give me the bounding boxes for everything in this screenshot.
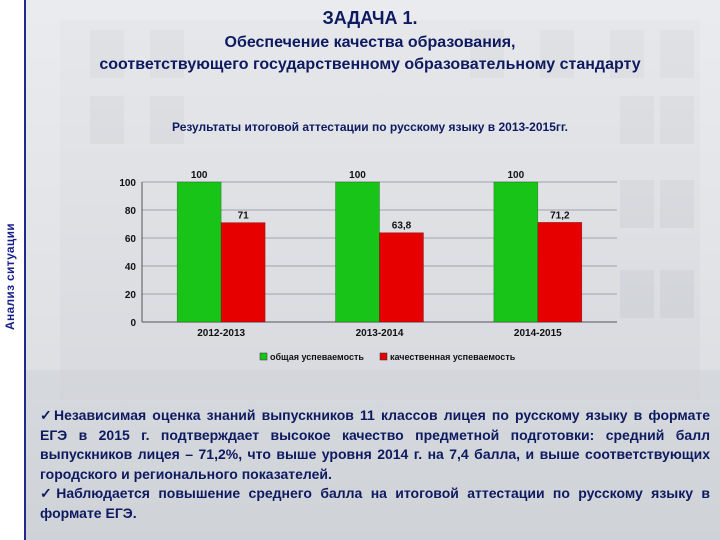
slide-subtitle-line2: соответствующего государственному образо…	[99, 56, 641, 73]
bar	[379, 232, 424, 323]
bar	[176, 181, 222, 323]
y-tick-label: 20	[125, 290, 137, 301]
data-label: 100	[191, 170, 208, 181]
data-label: 100	[349, 170, 366, 181]
y-tick-label: 100	[119, 178, 136, 189]
legend-label: общая успеваемость	[270, 352, 364, 362]
x-tick-label: 2013-2014	[356, 328, 404, 339]
data-label: 63,8	[392, 221, 412, 232]
check-icon: ✓	[40, 485, 57, 501]
y-tick-label: 40	[125, 262, 137, 273]
bar-chart: 0 20 40 60 80 100 100 71 2012-2013 100 63,8 2013-20…	[119, 170, 617, 362]
paragraph-1-text: Независимая оценка знаний выпускников 11…	[40, 407, 711, 482]
data-label: 71,2	[550, 210, 570, 221]
data-label: 100	[507, 170, 524, 181]
check-icon: ✓	[40, 407, 54, 423]
slide-title: ЗАДАЧА 1.	[322, 8, 418, 28]
legend-swatch	[259, 352, 268, 361]
paragraph-2: ✓Наблюдается повышение среднего балла на…	[40, 484, 710, 523]
x-tick-label: 2012-2013	[197, 328, 245, 339]
body-text: ✓Независимая оценка знаний выпускников 1…	[40, 406, 710, 523]
y-tick-label: 0	[130, 318, 136, 329]
bar	[335, 181, 380, 323]
sidebar	[0, 0, 26, 540]
legend-label: качественная успеваемость	[390, 352, 516, 362]
bar	[537, 222, 583, 323]
y-tick-label: 80	[125, 206, 137, 217]
paragraph-1: ✓Независимая оценка знаний выпускников 1…	[40, 406, 710, 484]
bar	[220, 222, 266, 323]
chart-title: Результаты итоговой аттестации по русско…	[171, 120, 568, 134]
slide-subtitle-line1: Обеспечение качества образования,	[224, 34, 516, 51]
paragraph-2-text: Наблюдается повышение среднего балла на …	[40, 485, 710, 521]
data-label: 71	[238, 211, 250, 222]
x-tick-label: 2014-2015	[514, 328, 562, 339]
sidebar-label: Анализ ситуации	[3, 223, 17, 330]
bar	[493, 181, 539, 323]
legend-swatch	[379, 352, 388, 361]
y-tick-label: 60	[125, 234, 137, 245]
